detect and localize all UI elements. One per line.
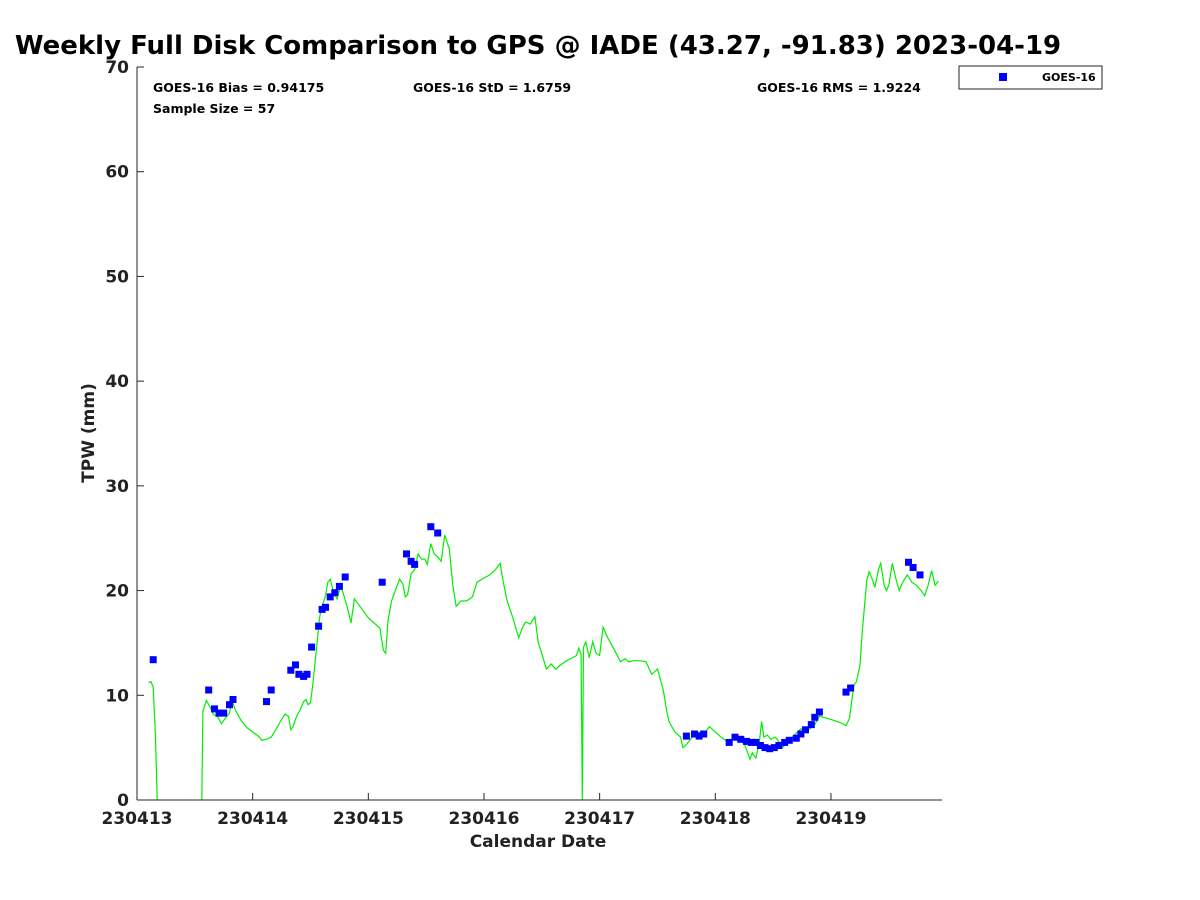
stat-bias: GOES-16 Bias = 0.94175 — [153, 80, 324, 95]
x-axis-ticks: 230413 230414 230415 230416 230417 230418 2304… — [102, 793, 866, 829]
goes16-marker — [427, 523, 435, 531]
y-tick-label: 0 — [117, 791, 129, 811]
goes16-marker — [797, 730, 805, 738]
goes16-marker — [267, 686, 275, 694]
goes16-marker — [781, 738, 789, 746]
goes16-marker-layer — [149, 523, 924, 753]
goes16-marker — [229, 696, 237, 703]
stat-sample-size: Sample Size = 57 — [153, 101, 275, 116]
x-tick-label: 230419 — [795, 809, 866, 829]
y-tick-label: 10 — [105, 686, 129, 706]
goes16-marker — [295, 670, 303, 678]
goes16-marker — [766, 745, 774, 753]
goes16-marker — [725, 738, 733, 746]
goes16-marker — [770, 744, 778, 752]
goes16-marker — [785, 736, 793, 744]
x-tick-label: 230417 — [564, 809, 635, 829]
plot-area — [137, 67, 942, 800]
y-axis-ticks: 0 10 20 30 40 50 60 70 — [105, 58, 144, 811]
goes16-marker — [847, 684, 855, 692]
goes16-marker — [322, 603, 329, 611]
goes16-marker — [205, 686, 213, 694]
y-tick-label: 60 — [105, 163, 129, 183]
y-tick-label: 40 — [105, 372, 129, 392]
goes16-marker — [211, 705, 218, 713]
goes16-marker — [303, 670, 311, 678]
goes16-marker — [775, 742, 783, 749]
y-tick-label: 50 — [105, 267, 129, 287]
x-tick-label: 230415 — [333, 809, 404, 829]
legend-box — [958, 65, 1103, 90]
goes16-marker — [756, 742, 764, 749]
goes16-marker — [700, 730, 708, 738]
goes16-marker — [695, 732, 703, 740]
goes16-marker — [842, 688, 850, 696]
goes16-marker — [747, 738, 755, 746]
stat-std: GOES-16 StD = 1.6759 — [413, 80, 571, 95]
legend-label-goes16: GOES-16 — [1042, 71, 1096, 84]
x-tick-label: 230418 — [680, 809, 751, 829]
goes16-marker — [292, 661, 299, 669]
y-tick-label: 20 — [105, 582, 129, 602]
goes16-marker — [691, 730, 698, 738]
goes16-marker — [752, 738, 760, 746]
goes16-marker — [149, 656, 157, 664]
goes16-marker — [335, 582, 343, 590]
goes16-marker — [811, 713, 819, 721]
goes16-marker — [434, 529, 442, 537]
goes16-marker — [737, 735, 745, 743]
goes16-marker — [378, 578, 386, 586]
goes16-marker — [287, 666, 295, 674]
x-tick-label: 230416 — [448, 809, 519, 829]
y-tick-label: 30 — [105, 477, 129, 497]
goes16-marker — [731, 733, 739, 741]
goes16-marker — [226, 701, 233, 709]
gps-series-line — [201, 534, 939, 801]
goes16-marker — [315, 622, 323, 630]
goes16-marker — [909, 564, 917, 571]
legend-marker — [999, 73, 1007, 81]
goes16-marker — [682, 732, 690, 740]
goes16-marker — [341, 573, 349, 581]
goes16-marker — [215, 709, 223, 717]
goes16-marker — [905, 558, 912, 566]
goes16-marker — [308, 643, 316, 651]
goes16-marker — [761, 744, 769, 752]
goes16-marker — [331, 589, 339, 597]
y-axis-label: TPW (mm) — [79, 383, 99, 483]
goes16-marker — [263, 698, 270, 706]
x-axis-label: Calendar Date — [470, 832, 607, 852]
goes16-marker — [802, 726, 809, 734]
goes16-marker — [792, 734, 800, 742]
goes16-marker — [807, 721, 815, 729]
goes16-marker — [743, 737, 750, 745]
goes16-marker — [220, 709, 228, 717]
gps-series-line — [148, 680, 158, 801]
gps-series-line-layer — [148, 534, 939, 801]
goes16-marker — [916, 571, 924, 579]
goes16-marker — [411, 560, 419, 568]
chart-title: Weekly Full Disk Comparison to GPS @ IAD… — [15, 31, 1061, 61]
goes16-marker — [326, 593, 334, 601]
goes16-marker — [815, 708, 823, 716]
x-tick-label: 230414 — [217, 809, 288, 829]
goes16-marker — [403, 550, 410, 558]
legend: GOES-16 — [958, 65, 1103, 90]
stat-rms: GOES-16 RMS = 1.9224 — [757, 80, 921, 95]
x-tick-label: 230413 — [102, 809, 173, 829]
y-tick-label: 70 — [105, 58, 129, 78]
